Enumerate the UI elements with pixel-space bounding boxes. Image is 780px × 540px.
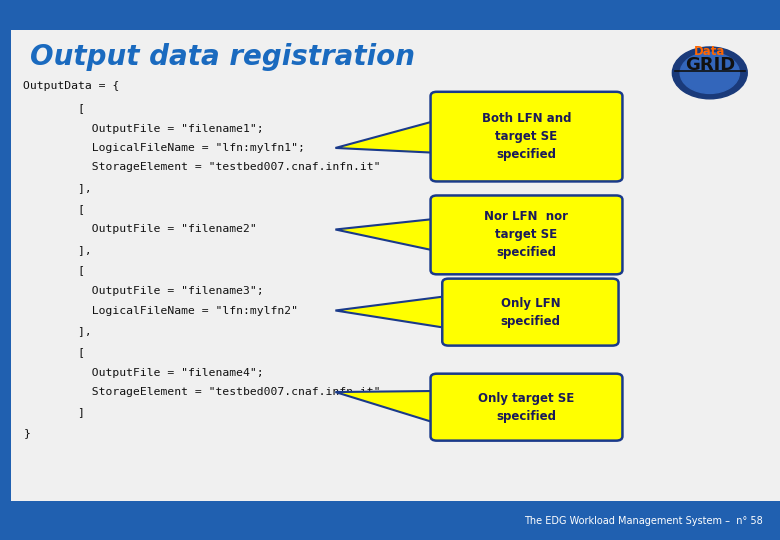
Text: Nor LFN  nor
target SE
specified: Nor LFN nor target SE specified bbox=[484, 211, 569, 259]
Bar bbox=[0, 0, 780, 30]
FancyBboxPatch shape bbox=[442, 279, 619, 346]
Text: ],: ], bbox=[23, 245, 92, 255]
Text: Only LFN
specified: Only LFN specified bbox=[501, 296, 560, 328]
Polygon shape bbox=[335, 120, 437, 153]
Bar bbox=[0, 501, 780, 540]
Text: Data: Data bbox=[694, 45, 725, 58]
Text: OutputData = {: OutputData = { bbox=[23, 82, 119, 91]
Text: ],: ], bbox=[23, 184, 92, 193]
Text: [: [ bbox=[23, 347, 85, 357]
Text: Only target SE
specified: Only target SE specified bbox=[478, 392, 575, 423]
Text: }: } bbox=[23, 428, 30, 438]
Text: OutputFile = "filename2": OutputFile = "filename2" bbox=[23, 225, 257, 234]
Polygon shape bbox=[335, 391, 437, 423]
FancyBboxPatch shape bbox=[431, 374, 622, 441]
FancyBboxPatch shape bbox=[431, 195, 622, 274]
Circle shape bbox=[680, 52, 739, 93]
Text: GRID: GRID bbox=[685, 56, 735, 74]
Text: [: [ bbox=[23, 204, 85, 214]
Text: The EDG Workload Management System –  n° 58: The EDG Workload Management System – n° … bbox=[524, 516, 763, 525]
Text: LogicalFileName = "lfn:mylfn1";: LogicalFileName = "lfn:mylfn1"; bbox=[23, 143, 305, 153]
Text: ]: ] bbox=[23, 408, 85, 417]
Text: [: [ bbox=[23, 266, 85, 275]
Text: OutputFile = "filename1";: OutputFile = "filename1"; bbox=[23, 124, 264, 133]
Text: Both LFN and
target SE
specified: Both LFN and target SE specified bbox=[482, 112, 571, 161]
Polygon shape bbox=[335, 219, 437, 251]
Polygon shape bbox=[335, 296, 448, 328]
Text: StorageElement = "testbed007.cnaf.infn.it": StorageElement = "testbed007.cnaf.infn.i… bbox=[23, 387, 381, 397]
Circle shape bbox=[672, 47, 747, 99]
Bar bbox=[0, 30, 11, 501]
FancyBboxPatch shape bbox=[431, 92, 622, 181]
Text: LogicalFileName = "lfn:mylfn2": LogicalFileName = "lfn:mylfn2" bbox=[23, 306, 299, 315]
Text: ],: ], bbox=[23, 327, 92, 336]
Text: [: [ bbox=[23, 103, 85, 113]
Text: OutputFile = "filename4";: OutputFile = "filename4"; bbox=[23, 368, 264, 377]
Text: Output data registration: Output data registration bbox=[30, 43, 415, 71]
Text: StorageElement = "testbed007.cnaf.infn.it": StorageElement = "testbed007.cnaf.infn.i… bbox=[23, 163, 381, 172]
Text: OutputFile = "filename3";: OutputFile = "filename3"; bbox=[23, 286, 264, 296]
